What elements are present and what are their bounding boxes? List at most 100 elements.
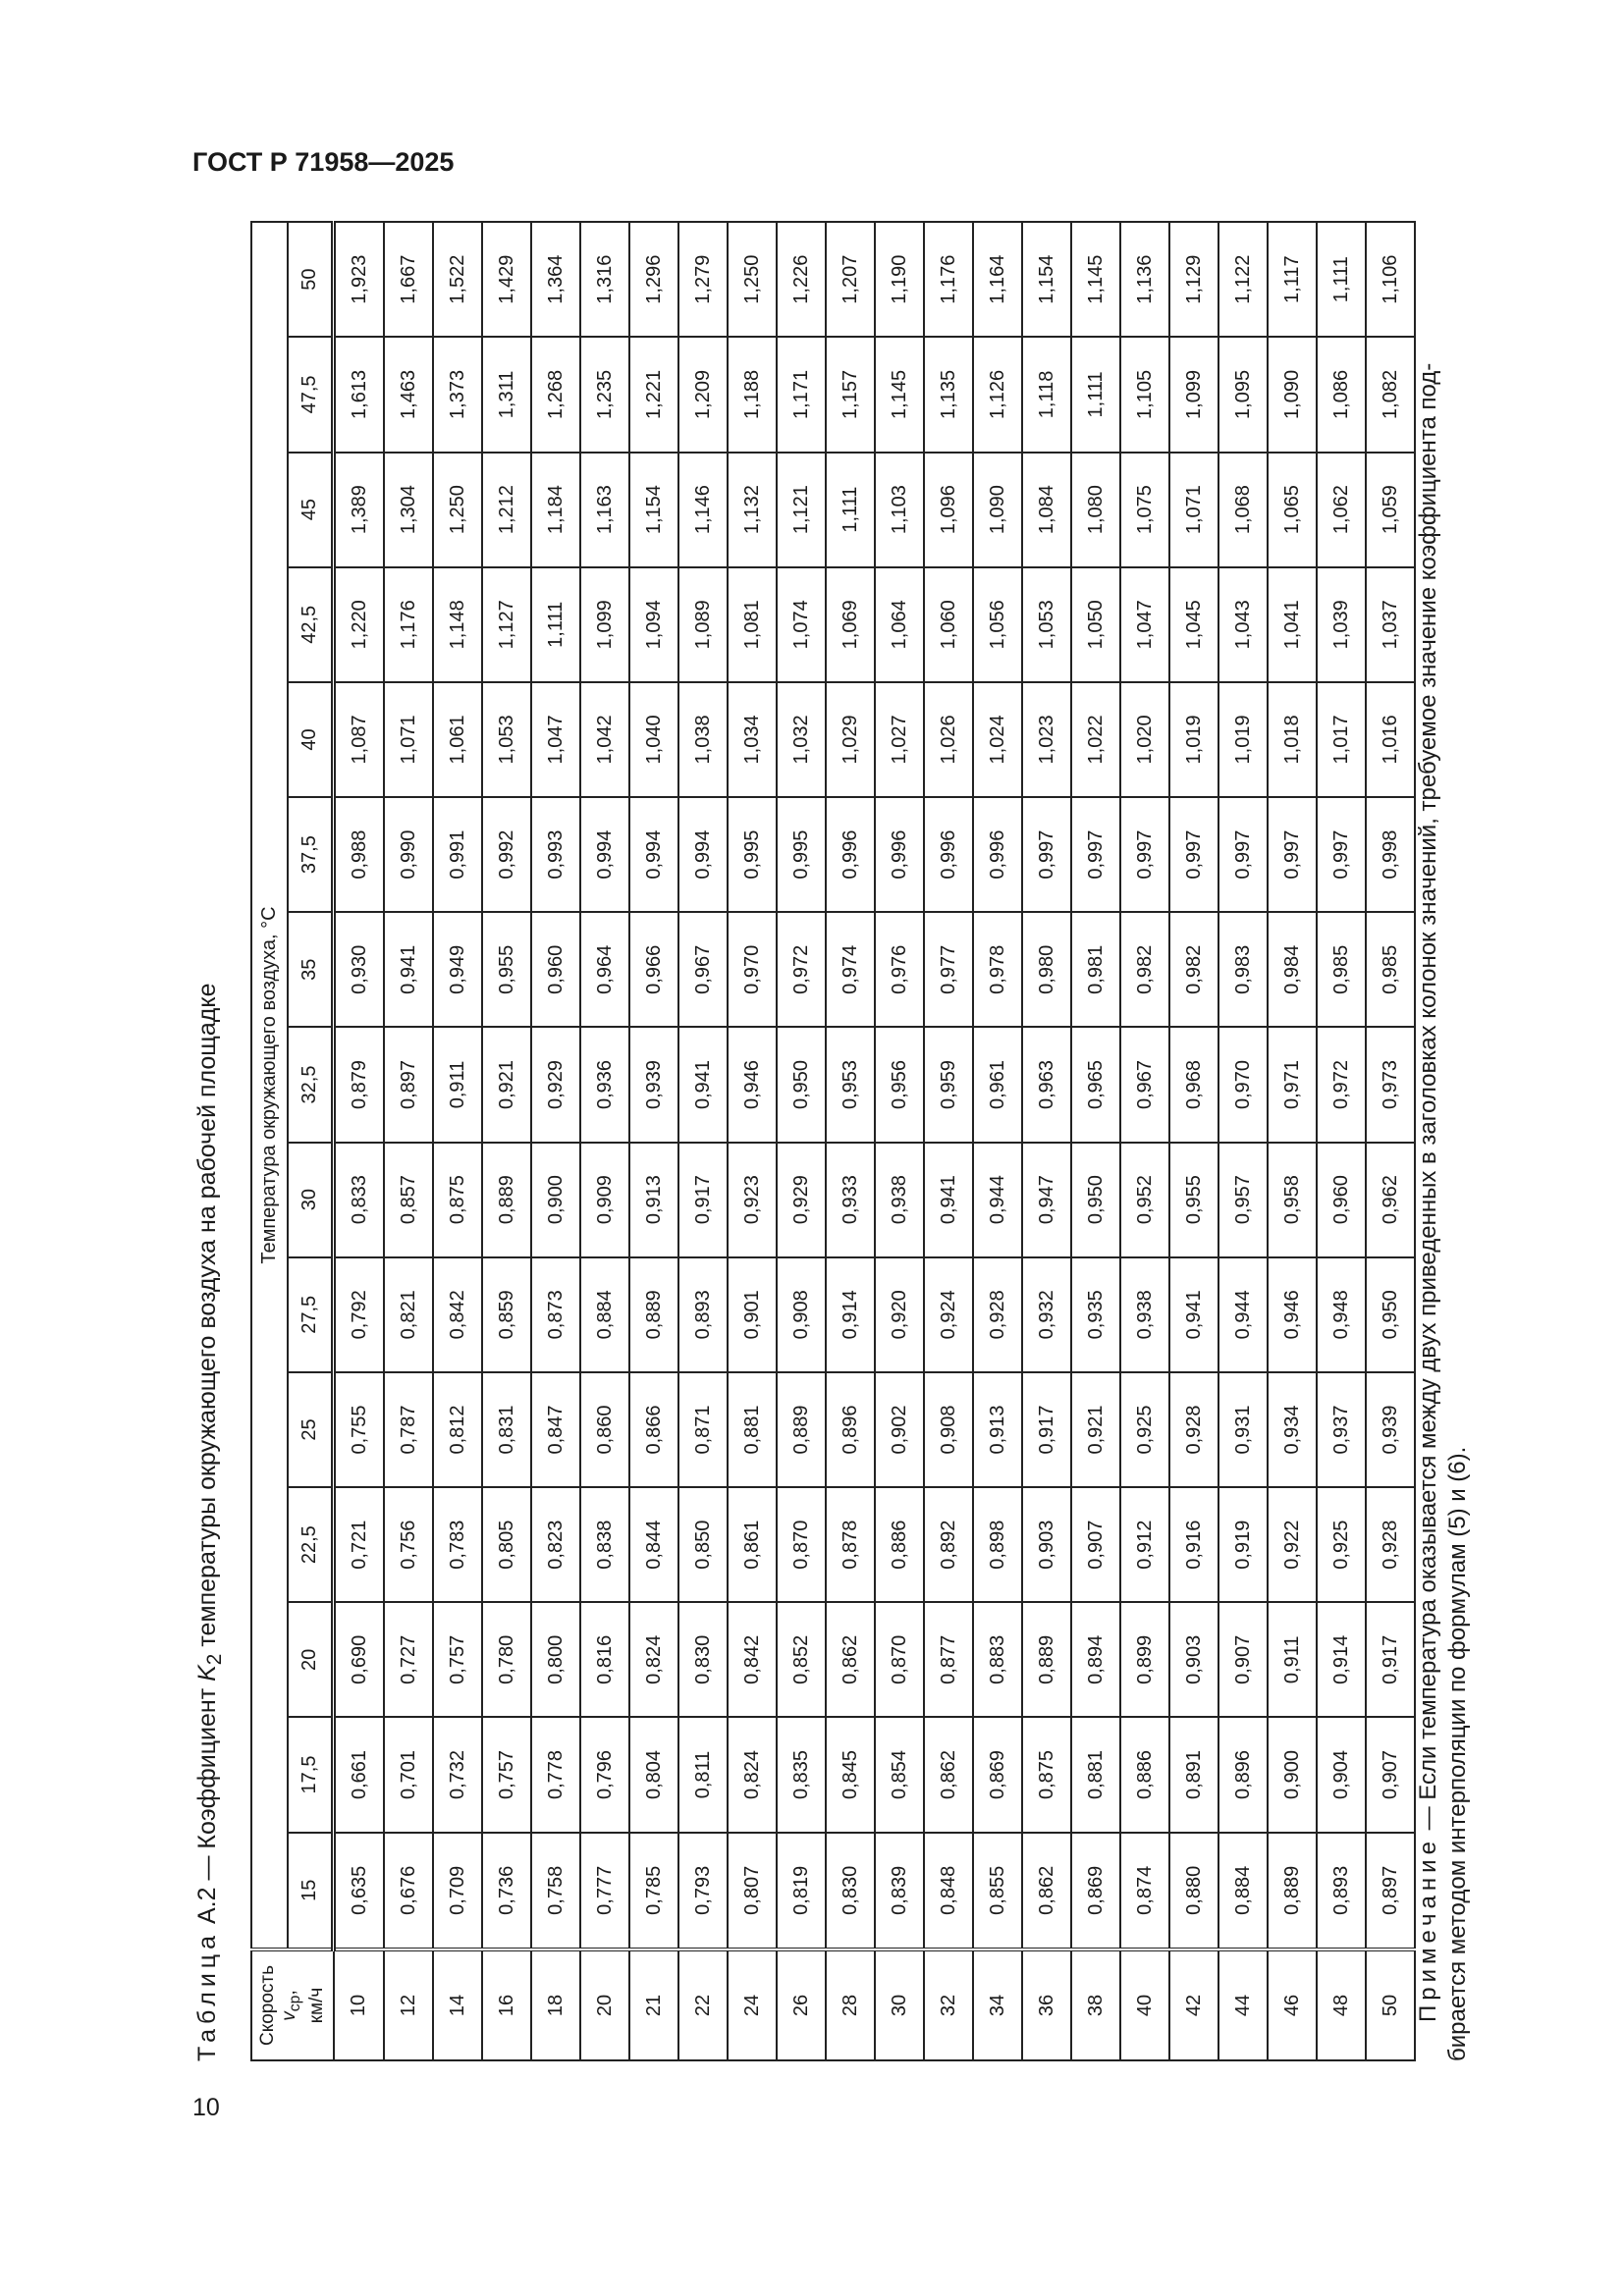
coefficient-cell: 0,848 [924,1832,973,1949]
coefficient-cell: 1,023 [1022,681,1071,798]
coefficient-cell: 0,996 [924,797,973,913]
temperature-header-cell: 25 [288,1371,334,1488]
speed-comma: , [278,1990,299,1996]
table-caption: Таблица А.2 — Коэффициент K2 температуры… [193,984,227,2061]
coefficient-cell: 1,038 [678,681,728,798]
coefficient-cell: 1,209 [678,337,728,453]
coefficient-cell: 1,117 [1268,222,1317,338]
coefficient-cell: 0,755 [333,1371,384,1488]
temperature-header-cell: 32,5 [288,1027,334,1143]
coefficient-cell: 0,997 [1268,797,1317,913]
coefficient-cell: 1,296 [629,222,678,338]
coefficient-cell: 0,880 [1169,1832,1218,1949]
coefficient-cell: 0,877 [924,1602,973,1718]
coefficient-cell: 0,892 [924,1487,973,1603]
temperature-group-header: Температура окружающего воздуха, °С [251,222,288,1949]
coefficient-cell: 0,736 [482,1832,531,1949]
coefficient-cell: 0,812 [433,1371,482,1488]
coefficient-cell: 1,154 [1022,222,1071,338]
coefficient-cell: 0,964 [580,912,629,1028]
coefficient-cell: 1,105 [1120,337,1169,453]
coefficient-cell: 0,985 [1366,912,1415,1028]
coefficient-cell: 0,873 [531,1256,580,1372]
coefficient-cell: 0,852 [777,1602,826,1718]
coefficient-cell: 1,121 [777,452,826,567]
page-number: 10 [192,2094,220,2121]
coefficient-cell: 0,881 [1071,1717,1120,1833]
coefficient-cell: 0,996 [826,797,875,913]
coefficient-cell: 0,884 [1218,1832,1268,1949]
table-row: 24 0,807 0,824 0,842 0,861 0,881 0,901 0,923 0,9… [728,222,777,2060]
table-row: 30 0,839 0,854 0,870 0,886 0,902 0,920 0,938 0,9… [875,222,924,2060]
coefficient-cell: 0,859 [482,1256,531,1372]
speed-cell: 44 [1218,1949,1268,2060]
coefficient-cell: 0,944 [973,1142,1022,1257]
coefficient-cell: 0,907 [1071,1487,1120,1603]
coefficient-cell: 0,780 [482,1602,531,1718]
coefficient-cell: 0,984 [1268,912,1317,1028]
coefficient-cell: 0,953 [826,1027,875,1143]
coefficient-cell: 0,962 [1366,1142,1415,1257]
speed-cell: 20 [580,1949,629,2060]
coefficient-cell: 0,970 [728,912,777,1028]
coefficient-cell: 0,995 [777,797,826,913]
coefficient-cell: 0,965 [1071,1027,1120,1143]
table-row: 44 0,884 0,896 0,907 0,919 0,931 0,944 0,957 0,9… [1218,222,1268,2060]
coefficient-cell: 1,154 [629,452,678,567]
coefficient-cell: 0,994 [580,797,629,913]
speed-cell: 22 [678,1949,728,2060]
coefficient-cell: 0,903 [1169,1602,1218,1718]
coefficient-cell: 1,122 [1218,222,1268,338]
coefficient-cell: 0,978 [973,912,1022,1028]
coefficient-cell: 0,997 [1317,797,1366,913]
coefficient-cell: 1,094 [629,566,678,682]
temperature-header-cell: 50 [288,222,334,338]
coefficient-cell: 0,800 [531,1602,580,1718]
coefficient-cell: 0,855 [973,1832,1022,1949]
coefficient-cell: 0,912 [1120,1487,1169,1603]
coefficient-cell: 0,884 [580,1256,629,1372]
speed-cell: 40 [1120,1949,1169,2060]
coefficient-cell: 1,111 [531,566,580,682]
coefficient-cell: 1,126 [973,337,1022,453]
temperature-header-cell: 22,5 [288,1487,334,1603]
coefficient-cell: 0,973 [1366,1027,1415,1143]
coefficient-cell: 0,974 [826,912,875,1028]
temperature-header-cell: 37,5 [288,797,334,913]
coefficient-cell: 0,874 [1120,1832,1169,1949]
coefficient-cell: 0,831 [482,1371,531,1488]
coefficient-cell: 0,787 [384,1371,433,1488]
coefficient-cell: 0,993 [531,797,580,913]
coefficient-cell: 0,939 [1366,1371,1415,1488]
coefficient-cell: 0,947 [1022,1142,1071,1257]
coefficient-cell: 0,921 [1071,1371,1120,1488]
coefficient-cell: 0,914 [826,1256,875,1372]
coefficient-cell: 0,998 [1366,797,1415,913]
table-row: 46 0,889 0,900 0,911 0,922 0,934 0,946 0,958 0,9… [1268,222,1317,2060]
coefficient-cell: 1,043 [1218,566,1268,682]
coefficient-cell: 1,019 [1169,681,1218,798]
coefficient-cell: 0,992 [482,797,531,913]
coefficient-cell: 0,946 [1268,1256,1317,1372]
speed-var: v [278,2011,299,2021]
coefficient-cell: 1,111 [1317,222,1366,338]
coefficient-cell: 0,928 [1366,1487,1415,1603]
coefficient-cell: 0,920 [875,1256,924,1372]
coefficient-cell: 0,701 [384,1717,433,1833]
coefficient-cell: 0,886 [875,1487,924,1603]
coefficient-cell: 0,925 [1317,1487,1366,1603]
speed-cell: 42 [1169,1949,1218,2060]
coefficient-cell: 0,875 [433,1142,482,1257]
table-row: 40 0,874 0,886 0,899 0,912 0,925 0,938 0,952 0,9… [1120,222,1169,2060]
coefficient-cell: 0,917 [678,1142,728,1257]
coefficient-cell: 0,879 [333,1027,384,1143]
coefficient-cell: 1,069 [826,566,875,682]
speed-cell: 34 [973,1949,1022,2060]
coefficient-cell: 1,099 [580,566,629,682]
coefficient-cell: 0,862 [924,1717,973,1833]
coefficient-cell: 0,894 [1071,1602,1120,1718]
coefficient-cell: 1,171 [777,337,826,453]
coefficient-cell: 1,062 [1317,452,1366,567]
table-row: 32 0,848 0,862 0,877 0,892 0,908 0,924 0,941 0,9… [924,222,973,2060]
coefficient-cell: 0,955 [1169,1142,1218,1257]
